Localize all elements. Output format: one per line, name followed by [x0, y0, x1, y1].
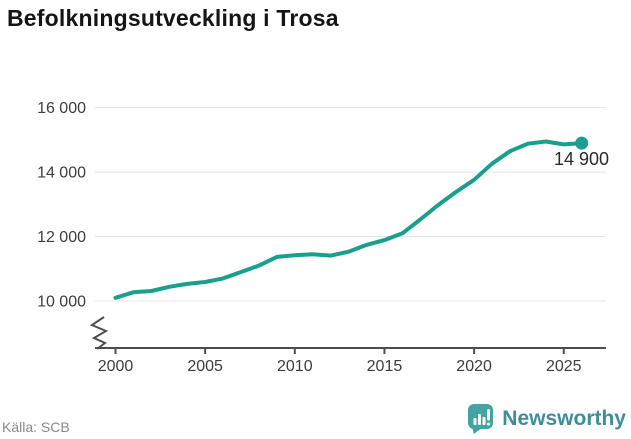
y-tick-label: 16 000: [37, 100, 86, 117]
chart-title: Befolkningsutveckling i Trosa: [7, 5, 339, 31]
newsworthy-logo: Newsworthy: [466, 403, 626, 434]
brand-name: Newsworthy: [502, 406, 626, 430]
x-tick-label: 2000: [98, 358, 134, 375]
source-caption: Källa: SCB: [2, 419, 70, 435]
y-tick-label: 14 000: [37, 165, 86, 182]
last-point-marker: [575, 136, 589, 150]
x-axis-labels: 2000 2005 2010 2015 2020 2025: [98, 358, 582, 375]
gridlines: [95, 107, 606, 302]
x-axis-ticks: [114, 348, 565, 354]
y-tick-label: 10 000: [37, 294, 86, 311]
y-axis-labels: 10 000 12 000 14 000 16 000: [37, 100, 86, 310]
x-tick-label: 2015: [367, 358, 403, 375]
population-series-line: [113, 139, 584, 300]
x-tick-label: 2010: [277, 358, 313, 375]
y-tick-label: 12 000: [37, 229, 86, 246]
last-value-annotation: 14 900: [553, 149, 609, 169]
axis-break-zigzag-icon: [89, 316, 109, 350]
x-tick-label: 2005: [187, 358, 223, 375]
newsworthy-chart-bubble-icon: [468, 404, 494, 434]
x-tick-label: 2025: [546, 358, 582, 375]
x-tick-label: 2020: [456, 358, 492, 375]
